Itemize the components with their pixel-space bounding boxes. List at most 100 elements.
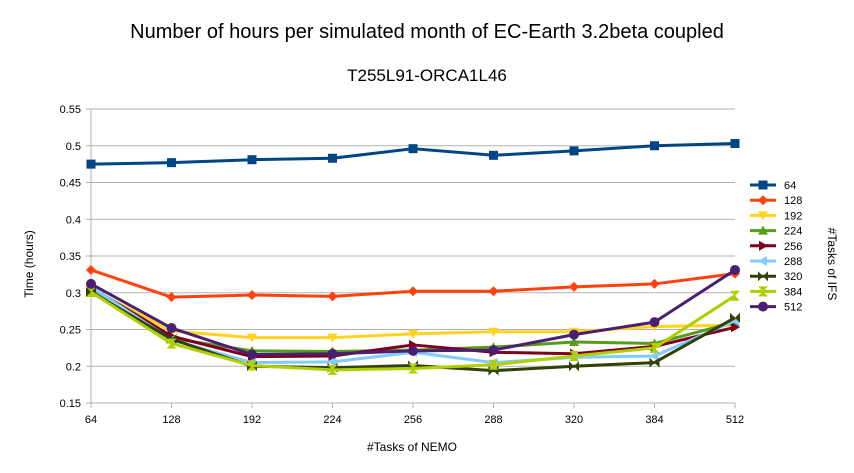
data-point	[167, 158, 176, 168]
legend-item: 224	[750, 225, 802, 238]
data-point	[649, 317, 660, 328]
data-point	[408, 144, 418, 154]
data-point	[247, 289, 257, 300]
legend-swatch-marker	[758, 180, 768, 190]
x-axis-label: #Tasks of NEMO	[367, 440, 457, 454]
legend-swatch-marker	[758, 256, 767, 266]
y-tick-label: 0.5	[66, 141, 81, 153]
legend-swatch-marker	[758, 301, 768, 312]
legend-swatch-marker	[758, 271, 768, 282]
data-point	[730, 290, 740, 301]
legend-title: #Tasks of IFS	[825, 228, 839, 301]
legend-label: 128	[784, 195, 802, 207]
series-512	[86, 264, 740, 360]
data-point	[408, 363, 418, 374]
data-point	[86, 159, 96, 169]
data-point	[649, 357, 660, 368]
data-point	[731, 322, 740, 333]
data-point	[649, 278, 660, 289]
data-point	[408, 329, 418, 339]
x-tick-label: 288	[484, 414, 502, 426]
x-tick-label: 128	[162, 414, 180, 426]
data-point	[327, 291, 338, 302]
data-point	[86, 287, 96, 298]
y-axis-label: Time (hours)	[22, 230, 36, 298]
data-point	[569, 329, 579, 340]
data-point	[327, 364, 338, 375]
data-point	[569, 361, 579, 372]
y-tick-label: 0.15	[60, 398, 81, 410]
legend-label: 512	[784, 302, 802, 314]
data-point	[86, 264, 96, 275]
legend-label: 256	[784, 241, 802, 253]
legend-swatch-marker	[759, 240, 768, 251]
data-point	[166, 323, 177, 334]
data-point	[166, 338, 177, 349]
data-point	[730, 264, 740, 275]
data-point	[166, 292, 177, 303]
data-point	[247, 155, 257, 165]
series-64	[86, 139, 740, 169]
data-point	[649, 342, 660, 353]
data-point	[247, 360, 257, 371]
data-point	[649, 350, 659, 361]
legend-item: 512	[750, 301, 802, 314]
data-point	[650, 141, 659, 151]
legend-label: 224	[784, 226, 802, 238]
x-tick-label: 192	[243, 414, 261, 426]
data-point	[569, 146, 579, 156]
data-point	[488, 345, 499, 356]
data-point	[730, 312, 740, 323]
legend-item: 256	[750, 240, 802, 253]
legend-swatch-marker	[758, 225, 768, 235]
x-tick-label: 64	[85, 414, 97, 426]
x-tick-label: 320	[565, 414, 583, 426]
data-point	[569, 336, 579, 346]
data-point	[488, 327, 499, 337]
y-tick-label: 0.3	[66, 288, 81, 300]
legend-item: 64	[750, 180, 796, 192]
legend-item: 288	[750, 256, 802, 268]
series-group	[86, 139, 740, 376]
data-point	[86, 278, 96, 289]
data-point	[327, 333, 338, 343]
y-tick-label: 0.4	[66, 214, 81, 226]
series-128	[86, 264, 740, 303]
x-tick-label: 256	[404, 414, 422, 426]
x-tick-label: 384	[645, 414, 663, 426]
legend-swatch-marker	[758, 211, 768, 221]
data-point	[569, 350, 579, 361]
data-point	[730, 139, 740, 149]
chart-title: Number of hours per simulated month of E…	[130, 21, 724, 43]
data-point	[408, 286, 418, 297]
legend-label: 320	[784, 271, 802, 283]
data-point	[569, 281, 579, 292]
series-384	[86, 287, 740, 375]
data-point	[328, 153, 337, 163]
y-tick-label: 0.55	[60, 104, 81, 116]
legend: 64 128 192 224 256 288 320 384 512	[750, 180, 802, 314]
legend-label: 384	[784, 286, 802, 298]
legend-label: 288	[784, 256, 802, 268]
legend-item: 384	[750, 286, 802, 298]
x-tick-label: 512	[726, 414, 744, 426]
data-point	[488, 359, 499, 370]
data-point	[327, 356, 337, 367]
legend-item: 192	[750, 210, 802, 222]
legend-item: 128	[750, 195, 802, 207]
data-point	[489, 150, 498, 160]
x-tick-label: 224	[323, 414, 341, 426]
legend-swatch-marker	[758, 286, 768, 297]
y-tick-label: 0.45	[60, 178, 81, 190]
y-tick-label: 0.35	[60, 251, 81, 263]
axes: 0.15 0.2 0.25 0.3 0.35 0.4 0.45 0.5 0.55 64 128 192…	[60, 104, 745, 426]
y-tick-label: 0.2	[66, 361, 81, 373]
y-tick-label: 0.25	[60, 325, 81, 337]
data-point	[327, 348, 338, 359]
chart-subtitle: T255L91-ORCA1L46	[347, 66, 507, 85]
legend-item: 320	[750, 271, 802, 283]
data-point	[247, 349, 257, 360]
legend-swatch-marker	[758, 195, 768, 206]
data-point	[488, 286, 499, 297]
